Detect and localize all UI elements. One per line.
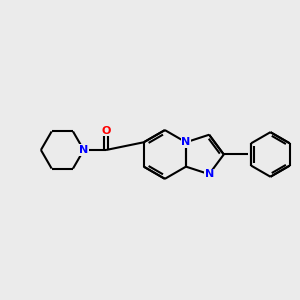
Text: N: N [181,137,190,147]
Text: N: N [79,145,88,155]
Text: N: N [205,169,214,179]
Text: O: O [101,126,111,136]
